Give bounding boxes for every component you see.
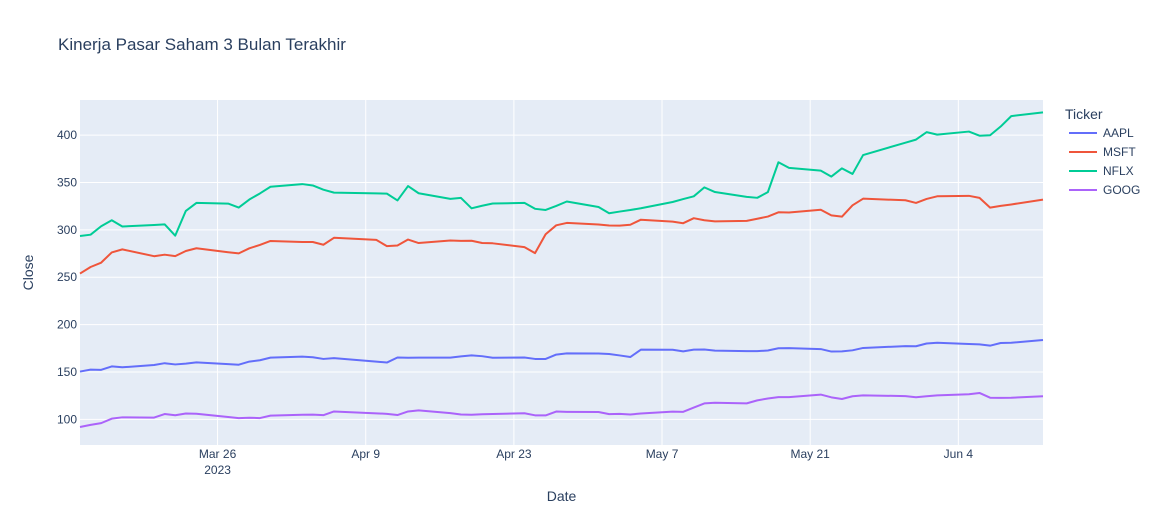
legend-label-msft: MSFT [1103,145,1136,159]
x-tick-label: Mar 26 [199,447,237,461]
x-tick-label: Apr 9 [351,447,380,461]
y-axis-title: Close [20,254,36,290]
legend-label-nflx: NFLX [1103,164,1134,178]
series-line-msft [79,194,1044,275]
x-tick-sublabel: 2023 [204,463,231,477]
y-tick-label: 200 [57,318,77,332]
series-line-nflx [79,111,1044,238]
chart-title: Kinerja Pasar Saham 3 Bulan Terakhir [58,35,346,54]
x-axis-title: Date [547,488,577,504]
x-tick-label: May 21 [791,447,831,461]
legend-title: Ticker [1065,106,1103,122]
x-tick-label: May 7 [646,447,679,461]
gridlines [80,100,1043,445]
legend: Ticker AAPL MSFT NFLX GOOG [1065,106,1140,197]
x-tick-label: Apr 23 [496,447,532,461]
y-tick-label: 100 [57,412,77,426]
y-tick-label: 250 [57,270,77,284]
legend-items: AAPL MSFT NFLX GOOG [1069,126,1140,197]
series-line-goog [79,391,1044,428]
plot-area [80,100,1043,445]
legend-label-goog: GOOG [1103,183,1140,197]
series-lines [79,111,1044,428]
x-tick-label: Jun 4 [944,447,974,461]
y-tick-label: 350 [57,175,77,189]
legend-label-aapl: AAPL [1103,126,1134,140]
series-line-aapl [79,338,1044,373]
x-axis-ticks: Mar 26 2023 Apr 9 Apr 23 May 7 May 21 Jun 4 [199,447,973,477]
y-tick-label: 150 [57,365,77,379]
y-tick-label: 300 [57,223,77,237]
y-tick-label: 400 [57,128,77,142]
y-axis-ticks: 100 150 200 250 300 350 400 [57,128,77,426]
